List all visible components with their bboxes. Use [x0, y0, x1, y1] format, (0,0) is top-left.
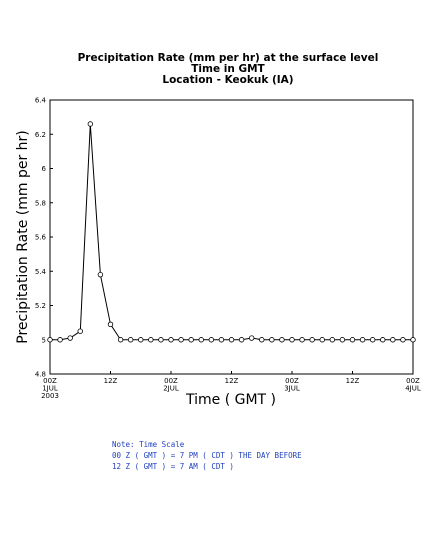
x-tick-label: 12Z — [225, 377, 239, 385]
data-point — [238, 337, 245, 343]
data-point — [400, 337, 406, 343]
time-scale-note-00z: 00 Z ( GMT ) = 7 PM ( CDT ) THE DAY BEFO… — [112, 451, 302, 460]
data-point — [309, 337, 315, 343]
data-point — [410, 337, 416, 343]
y-tick-label: 6.4 — [35, 97, 47, 105]
y-tick-label: 4.8 — [35, 371, 46, 379]
data-point — [259, 337, 265, 343]
data-point — [198, 337, 204, 343]
x-tick-label: 2003 — [41, 392, 59, 400]
x-axis-title: Time ( GMT ) — [185, 392, 276, 408]
x-tick-label: 00Z — [285, 377, 299, 385]
data-point — [369, 337, 376, 343]
y-tick-label: 5 — [42, 336, 46, 344]
data-point — [380, 337, 386, 343]
data-point — [359, 337, 366, 343]
data-point — [279, 337, 285, 343]
x-tick-label: 4JUL — [405, 385, 421, 393]
x-tick-label: 00Z — [406, 377, 420, 385]
series-line — [50, 123, 413, 341]
data-point — [228, 337, 235, 343]
y-tick-label: 6.2 — [35, 131, 46, 139]
y-tick-label: 5.4 — [35, 268, 47, 276]
y-tick-label: 5.8 — [35, 199, 46, 207]
data-point — [319, 337, 325, 343]
series-markers — [47, 121, 416, 343]
chart-subtitle-time: Time in GMT — [191, 63, 265, 75]
data-point — [127, 337, 134, 343]
data-point — [178, 337, 184, 343]
x-tick-label: 12Z — [346, 377, 360, 385]
x-tick-label: 12Z — [104, 377, 118, 385]
time-scale-note-title: Note: Time Scale — [112, 440, 185, 449]
data-point — [269, 337, 275, 343]
x-tick-label: 00Z — [43, 377, 57, 385]
data-point — [188, 337, 194, 343]
data-point — [168, 337, 174, 343]
data-point — [87, 121, 94, 127]
chart-title: Precipitation Rate (mm per hr) at the su… — [78, 52, 379, 64]
y-axis: 4.8 5 5.2 5.4 5.6 5.8 6 6.2 6.4 — [35, 97, 53, 379]
y-axis-title: Precipitation Rate (mm per hr) — [15, 130, 31, 344]
x-tick-label: 00Z — [164, 377, 178, 385]
data-point — [390, 337, 396, 343]
y-tick-label: 6 — [42, 165, 47, 173]
data-point — [218, 337, 225, 343]
y-tick-label: 5.2 — [35, 302, 46, 310]
x-tick-label: 2JUL — [163, 385, 179, 393]
x-tick-label: 1JUL — [42, 385, 58, 393]
x-tick-label: 3JUL — [284, 385, 300, 393]
data-point — [117, 337, 124, 343]
data-point — [289, 337, 295, 343]
data-point — [339, 337, 346, 343]
data-point — [107, 321, 114, 328]
data-point — [77, 328, 83, 334]
data-point — [208, 337, 215, 343]
chart-subtitle-location: Location - Keokuk (IA) — [162, 74, 293, 86]
time-scale-note-12z: 12 Z ( GMT ) = 7 AM ( CDT ) — [112, 462, 234, 471]
data-point — [329, 337, 336, 343]
data-point — [158, 337, 164, 343]
data-point — [148, 337, 154, 343]
data-point — [47, 337, 53, 343]
data-point — [97, 271, 104, 278]
data-point — [67, 335, 73, 341]
y-tick-label: 5.6 — [35, 234, 47, 242]
data-point — [299, 337, 305, 343]
data-point — [248, 335, 255, 341]
data-point — [57, 337, 63, 343]
data-point — [349, 337, 356, 343]
data-point — [138, 337, 144, 343]
plot-frame — [49, 99, 414, 375]
